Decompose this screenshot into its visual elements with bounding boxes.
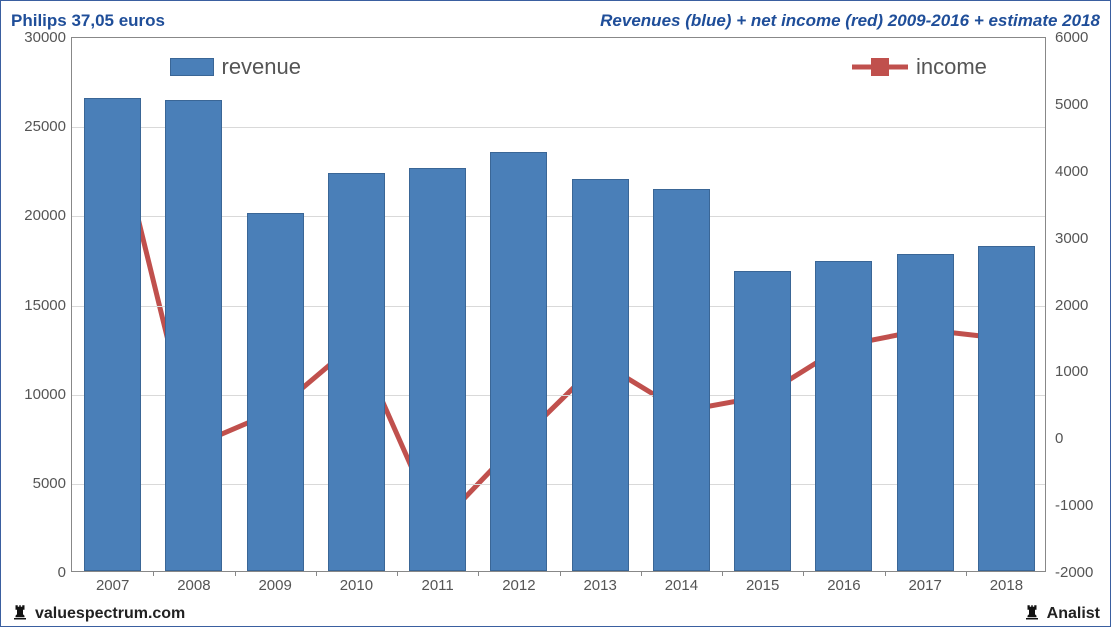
footer-left-brand: valuespectrum.com: [11, 603, 185, 626]
revenue-bar: [734, 271, 791, 571]
revenue-bar: [165, 100, 222, 571]
header-right: Revenues (blue) + net income (red) 2009-…: [600, 11, 1100, 31]
ytick-left: 25000: [10, 118, 66, 135]
x-tick: [560, 571, 561, 576]
revenue-bar: [490, 152, 547, 571]
ytick-left: 5000: [10, 475, 66, 492]
x-tick: [966, 571, 967, 576]
footer-right-brand: Analist: [1023, 603, 1100, 626]
x-category-label: 2010: [340, 577, 373, 594]
legend-income-swatch: [852, 57, 908, 77]
x-tick: [316, 571, 317, 576]
revenue-bar: [653, 189, 710, 571]
ytick-left: 30000: [10, 29, 66, 46]
revenue-bar: [815, 261, 872, 571]
x-category-label: 2008: [177, 577, 210, 594]
ytick-right: -1000: [1055, 497, 1111, 514]
revenue-bar: [409, 168, 466, 571]
ytick-left: 10000: [10, 386, 66, 403]
x-category-label: 2009: [258, 577, 291, 594]
x-category-label: 2015: [746, 577, 779, 594]
x-tick: [397, 571, 398, 576]
header-left: Philips 37,05 euros: [11, 11, 165, 31]
x-category-label: 2018: [990, 577, 1023, 594]
ytick-right: 6000: [1055, 29, 1111, 46]
ytick-right: 0: [1055, 430, 1111, 447]
legend-income-label: income: [916, 54, 987, 80]
x-category-label: 2016: [827, 577, 860, 594]
rook-icon: [11, 603, 29, 626]
rook-icon: [1023, 603, 1041, 626]
ytick-right: 1000: [1055, 363, 1111, 380]
footer-right-text: Analist: [1047, 605, 1100, 623]
revenue-bar: [328, 173, 385, 571]
x-tick: [885, 571, 886, 576]
plot-area: 050001000015000200002500030000-2000-1000…: [71, 37, 1046, 572]
x-tick: [803, 571, 804, 576]
chart-footer: valuespectrum.com Analist: [1, 602, 1110, 626]
revenue-bar: [84, 98, 141, 571]
x-category-label: 2007: [96, 577, 129, 594]
x-category-label: 2011: [421, 577, 453, 594]
ytick-left: 15000: [10, 297, 66, 314]
ytick-right: 4000: [1055, 163, 1111, 180]
x-tick: [641, 571, 642, 576]
ytick-right: -2000: [1055, 564, 1111, 581]
revenue-bar: [897, 254, 954, 571]
legend-revenue-swatch: [170, 58, 214, 76]
x-tick: [235, 571, 236, 576]
legend-income: income: [852, 54, 987, 80]
ytick-right: 3000: [1055, 230, 1111, 247]
legend-revenue-label: revenue: [222, 54, 302, 80]
chart-frame: Philips 37,05 euros Revenues (blue) + ne…: [0, 0, 1111, 627]
x-tick: [478, 571, 479, 576]
chart-zone: 050001000015000200002500030000-2000-1000…: [9, 33, 1102, 600]
footer-left-text: valuespectrum.com: [35, 605, 185, 623]
x-tick: [722, 571, 723, 576]
ytick-left: 0: [10, 564, 66, 581]
x-category-label: 2012: [502, 577, 535, 594]
x-category-label: 2013: [583, 577, 616, 594]
legend-revenue: revenue: [170, 54, 302, 80]
x-category-label: 2014: [665, 577, 698, 594]
revenue-bar: [247, 213, 304, 571]
ytick-right: 2000: [1055, 297, 1111, 314]
ytick-left: 20000: [10, 207, 66, 224]
x-category-label: 2017: [908, 577, 941, 594]
x-tick: [153, 571, 154, 576]
ytick-right: 5000: [1055, 96, 1111, 113]
revenue-bar: [572, 179, 629, 571]
chart-header: Philips 37,05 euros Revenues (blue) + ne…: [1, 1, 1110, 31]
revenue-bar: [978, 246, 1035, 571]
